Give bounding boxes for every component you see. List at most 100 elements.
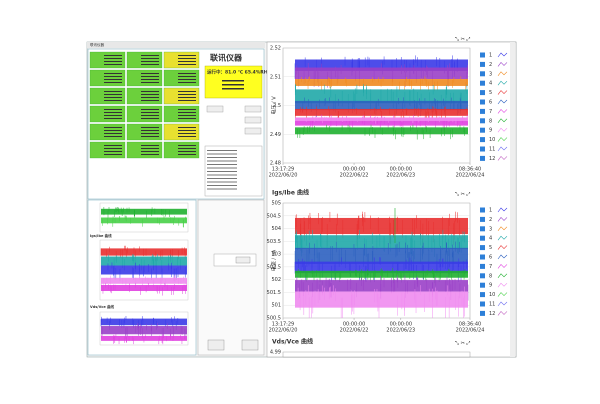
status-running: 运行中：81.0 ℃ 65.4%RH <box>207 69 268 76</box>
x-tick-date: 2022/06/20 <box>269 328 298 334</box>
tile-text <box>178 109 196 110</box>
y-tick-label: 502 <box>271 277 281 283</box>
tile-text <box>104 112 122 113</box>
legend-checkbox[interactable] <box>480 226 485 232</box>
tile-text <box>141 55 159 56</box>
tile-text <box>178 133 196 134</box>
x-tick-date: 2022/06/23 <box>386 173 415 179</box>
x-tick-time: 08:36:40 <box>459 322 481 328</box>
tile-text <box>178 112 196 113</box>
legend-icon <box>497 99 508 105</box>
y-tick-label: 502.5 <box>267 264 281 270</box>
log-line <box>207 153 237 155</box>
legend-checkbox[interactable] <box>480 90 485 96</box>
legend-label: 7 <box>489 109 492 115</box>
plot-area <box>282 351 471 358</box>
legend-icon <box>497 71 508 76</box>
tile-text <box>141 64 159 65</box>
legend-checkbox[interactable] <box>480 263 485 269</box>
legend-checkbox[interactable] <box>480 71 485 77</box>
mini-title: Vds/Vce 曲线 <box>90 304 114 309</box>
legend-label: 2 <box>489 62 492 68</box>
button[interactable] <box>244 105 262 113</box>
tile-text <box>178 151 196 152</box>
legend-checkbox[interactable] <box>480 216 485 222</box>
legend-checkbox[interactable] <box>480 99 485 105</box>
legend-checkbox[interactable] <box>480 118 485 124</box>
legend-checkbox[interactable] <box>480 80 485 86</box>
tile-text <box>104 127 122 128</box>
legend-checkbox[interactable] <box>480 137 485 143</box>
legend-label: 8 <box>489 118 492 124</box>
legend-checkbox[interactable] <box>480 61 485 67</box>
tile-text <box>178 73 196 74</box>
button[interactable] <box>235 256 251 264</box>
x-tick-date: 2022/06/20 <box>269 173 298 179</box>
tile-text <box>104 58 122 59</box>
button[interactable] <box>244 127 262 135</box>
log-line <box>207 188 237 190</box>
tile <box>126 105 163 123</box>
legend-label: 12 <box>489 156 495 162</box>
legend-checkbox[interactable] <box>480 292 485 298</box>
tile-text <box>104 82 122 83</box>
legend-checkbox[interactable] <box>480 254 485 260</box>
trace <box>295 261 468 274</box>
x-tick-time: 00:00:00 <box>343 167 365 173</box>
legend-checkbox[interactable] <box>480 282 485 288</box>
tile-text <box>178 79 196 80</box>
trace <box>295 100 468 111</box>
y-tick-label: 505 <box>271 201 281 207</box>
trace <box>295 67 468 80</box>
button[interactable] <box>244 116 262 124</box>
legend-checkbox[interactable] <box>480 245 485 251</box>
tile <box>163 51 200 69</box>
tile-text <box>178 115 196 116</box>
tile-text <box>141 136 159 137</box>
x-tick-time: 13:17:29 <box>272 322 294 328</box>
legend-label: 11 <box>489 302 495 308</box>
y-tick-label: 501.5 <box>267 290 281 296</box>
legend-label: 4 <box>489 81 492 87</box>
tile-text <box>141 145 159 146</box>
legend-checkbox[interactable] <box>480 52 485 58</box>
tile <box>163 141 200 159</box>
x-tick-date: 2022/06/22 <box>340 173 369 179</box>
status-box <box>204 65 263 99</box>
legend-icon <box>497 310 508 316</box>
legend-icon <box>497 273 508 278</box>
toolbar: ⤡ ✂ ⤢ <box>455 341 470 347</box>
legend-label: 6 <box>489 100 492 106</box>
log-line <box>207 171 237 172</box>
legend-label: 5 <box>489 245 492 251</box>
legend-checkbox[interactable] <box>480 108 485 114</box>
log-line <box>207 160 237 162</box>
legend-checkbox[interactable] <box>480 155 485 161</box>
legend-checkbox[interactable] <box>480 146 485 152</box>
tile-text <box>104 133 122 134</box>
y-tick-label: 503 <box>271 252 281 258</box>
legend-checkbox[interactable] <box>480 235 485 241</box>
scrollbar[interactable] <box>510 42 515 357</box>
legend-label: 4 <box>489 236 492 242</box>
legend-label: 2 <box>489 217 492 223</box>
legend-checkbox[interactable] <box>480 273 485 279</box>
log-line <box>207 164 237 165</box>
tile <box>89 87 126 105</box>
legend-icon <box>497 52 508 58</box>
legend-checkbox[interactable] <box>480 127 485 133</box>
tile-text <box>178 82 196 83</box>
tile-text <box>104 94 122 95</box>
button[interactable] <box>206 105 224 113</box>
button[interactable] <box>241 339 259 351</box>
tile-text <box>141 133 159 134</box>
legend-checkbox[interactable] <box>480 310 485 316</box>
legend-checkbox[interactable] <box>480 301 485 307</box>
button[interactable] <box>207 339 225 351</box>
tile-text <box>178 58 196 59</box>
tile-text <box>178 130 196 131</box>
legend-checkbox[interactable] <box>480 207 485 213</box>
tile-text <box>141 76 159 77</box>
tile-text <box>141 112 159 113</box>
